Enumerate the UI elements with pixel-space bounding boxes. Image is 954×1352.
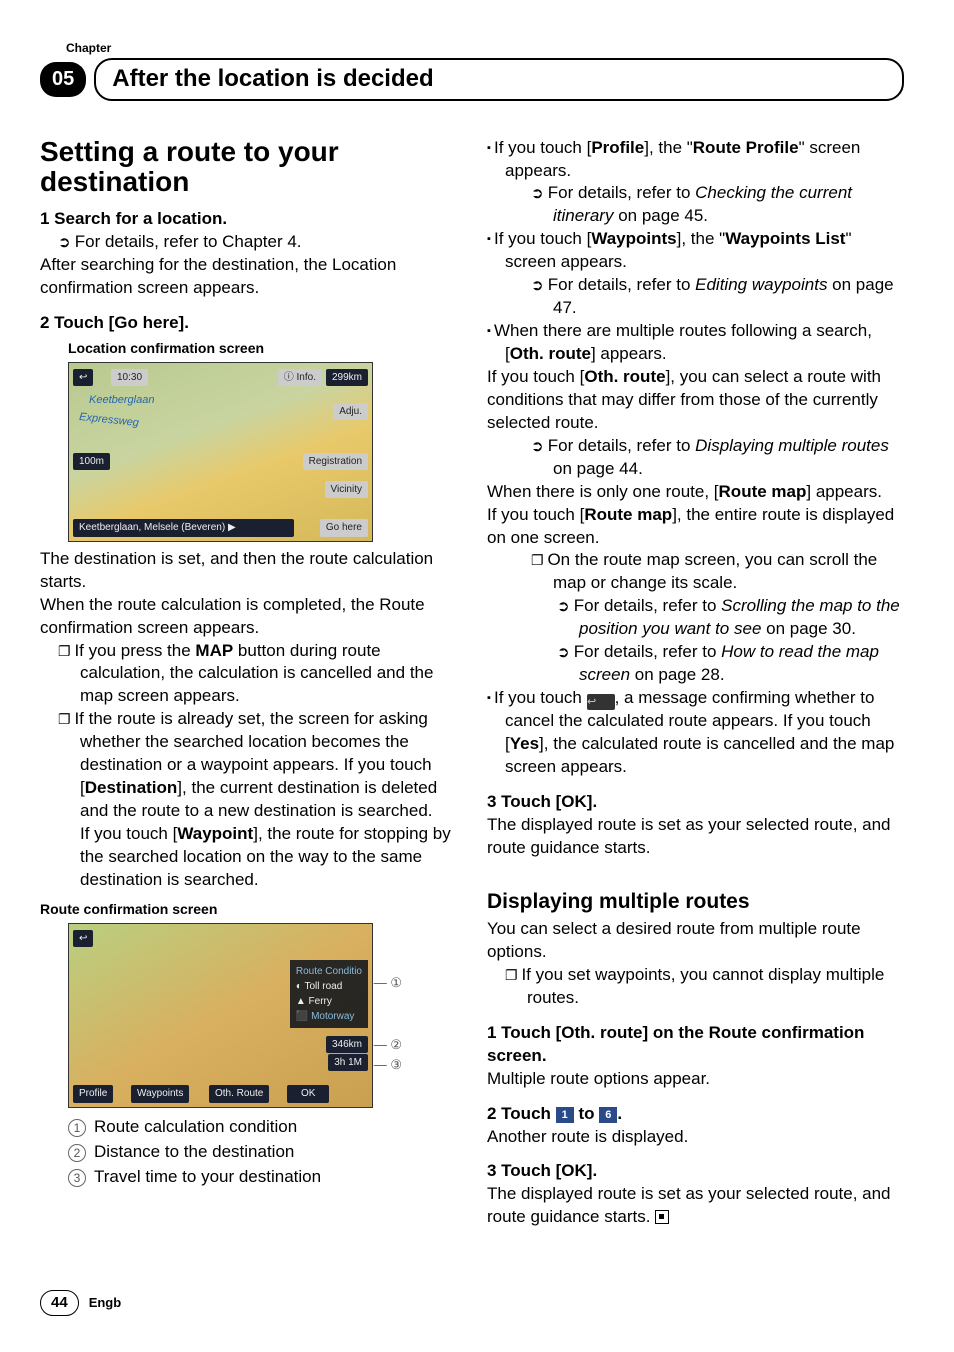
legend-item-3: 3Travel time to your destination [68, 1166, 457, 1189]
oth-route-button: Oth. Route [209, 1085, 269, 1103]
step-1: 1 Search for a location. [40, 208, 457, 231]
map-adjust-button: Adju. [333, 403, 368, 421]
map2-time: 3h 1M [328, 1054, 368, 1072]
subsection-displaying-multiple-routes: Displaying multiple routes [487, 888, 904, 916]
bullet-multiple-routes: When there are multiple routes following… [487, 320, 904, 366]
bullet-back-cancel: If you touch ↩, a message confirming whe… [487, 687, 904, 779]
bullet-route-already-set: If the route is already set, the screen … [40, 708, 457, 823]
map-registration-button: Registration [303, 453, 368, 471]
body-route-map: If you touch [Route map], the entire rou… [487, 504, 904, 550]
box-route-map-scroll: On the route map screen, you can scroll … [487, 549, 904, 595]
route-number-1-icon: 1 [556, 1107, 574, 1123]
step-3-body: The displayed route is set as your selec… [487, 814, 904, 860]
body-oth-route: If you touch [Oth. route], you can selec… [487, 366, 904, 435]
map-distance: 299km [326, 369, 368, 387]
waypoints-button: Waypoints [131, 1085, 189, 1103]
language-code: Engb [89, 1294, 122, 1312]
body-route-calc: When the route calculation is completed,… [40, 594, 457, 640]
back-arrow-icon: ↩ [587, 694, 615, 710]
annotation-3: — ③ [374, 1056, 402, 1074]
chapter-title: After the location is decided [94, 58, 904, 100]
h2-note: If you set waypoints, you cannot display… [487, 964, 904, 1010]
map2-distance: 346km [326, 1036, 368, 1054]
annotation-2: — ② [374, 1036, 402, 1054]
map-address: Keetberglaan, Melsele (Beveren) ▶ [73, 519, 294, 537]
map-legend-list: 1Route calculation condition 2Distance t… [68, 1116, 457, 1189]
bullet-profile: If you touch [Profile], the "Route Profi… [487, 137, 904, 183]
detail-scroll-map: For details, refer to Scrolling the map … [487, 595, 904, 641]
go-here-button: Go here [320, 519, 368, 537]
h2-step-2: 2 Touch 1 to 6. [487, 1103, 904, 1126]
map2-back-icon: ↩ [73, 930, 93, 948]
bullet-waypoints: If you touch [Waypoints], the "Waypoints… [487, 228, 904, 274]
h2-step-1: 1 Touch [Oth. route] on the Route confir… [487, 1022, 904, 1068]
chapter-header: 05 After the location is decided [40, 58, 904, 100]
step-2: 2 Touch [Go here]. [40, 312, 457, 335]
road-label-2: Expressweg [78, 410, 139, 431]
location-confirmation-map: ↩ 10:30 ⓘ Info. 299km Adju. Registration… [68, 362, 373, 542]
legend-item-1: 1Route calculation condition [68, 1116, 457, 1139]
page-number: 44 [40, 1290, 79, 1316]
left-column: Setting a route to your destination 1 Se… [40, 137, 457, 1230]
map2-legend: Route Conditio ◐ Toll road ▲ Ferry ⬛ Mot… [290, 960, 368, 1028]
map-time: 10:30 [111, 369, 148, 387]
route-number-6-icon: 6 [599, 1107, 617, 1123]
detail-waypoints: For details, refer to Editing waypoints … [487, 274, 904, 320]
h2-step-2-body: Another route is displayed. [487, 1126, 904, 1149]
body-dest-set: The destination is set, and then the rou… [40, 548, 457, 594]
right-column: If you touch [Profile], the "Route Profi… [487, 137, 904, 1230]
map-vicinity-button: Vicinity [325, 481, 369, 499]
ok-button: OK [287, 1085, 329, 1103]
bullet-waypoint: If you touch [Waypoint], the route for s… [40, 823, 457, 892]
step-1-detail: For details, refer to Chapter 4. [40, 231, 457, 254]
caption-route-confirmation: Route confirmation screen [40, 900, 457, 919]
page-footer: 44 Engb [40, 1290, 121, 1316]
section-heading-setting-route: Setting a route to your destination [40, 137, 457, 199]
caption-location-confirmation: Location confirmation screen [68, 339, 457, 358]
detail-profile: For details, refer to Checking the curre… [487, 182, 904, 228]
annotation-1: — ① [374, 974, 402, 992]
step-3: 3 Touch [OK]. [487, 791, 904, 814]
h2-step-1-body: Multiple route options appear. [487, 1068, 904, 1091]
route-confirmation-map: ↩ Route Conditio ◐ Toll road ▲ Ferry ⬛ M… [68, 923, 373, 1108]
map-back-icon: ↩ [73, 369, 93, 387]
step-1-body: After searching for the destination, the… [40, 254, 457, 300]
map-info-button: ⓘ Info. [278, 369, 322, 387]
end-of-section-icon [655, 1210, 669, 1224]
bullet-map-cancel: If you press the MAP button during route… [40, 640, 457, 709]
h2-step-3: 3 Touch [OK]. [487, 1160, 904, 1183]
body-one-route: When there is only one route, [Route map… [487, 481, 904, 504]
detail-multiple-routes: For details, refer to Displaying multipl… [487, 435, 904, 481]
map-scale: 100m [73, 453, 110, 471]
h2-intro: You can select a desired route from mult… [487, 918, 904, 964]
chapter-number-badge: 05 [40, 62, 86, 97]
detail-read-map: For details, refer to How to read the ma… [487, 641, 904, 687]
legend-item-2: 2Distance to the destination [68, 1141, 457, 1164]
h2-step-3-body: The displayed route is set as your selec… [487, 1183, 904, 1229]
profile-button: Profile [73, 1085, 113, 1103]
chapter-label: Chapter [66, 40, 904, 56]
road-label-1: Keetberglaan [89, 393, 154, 408]
